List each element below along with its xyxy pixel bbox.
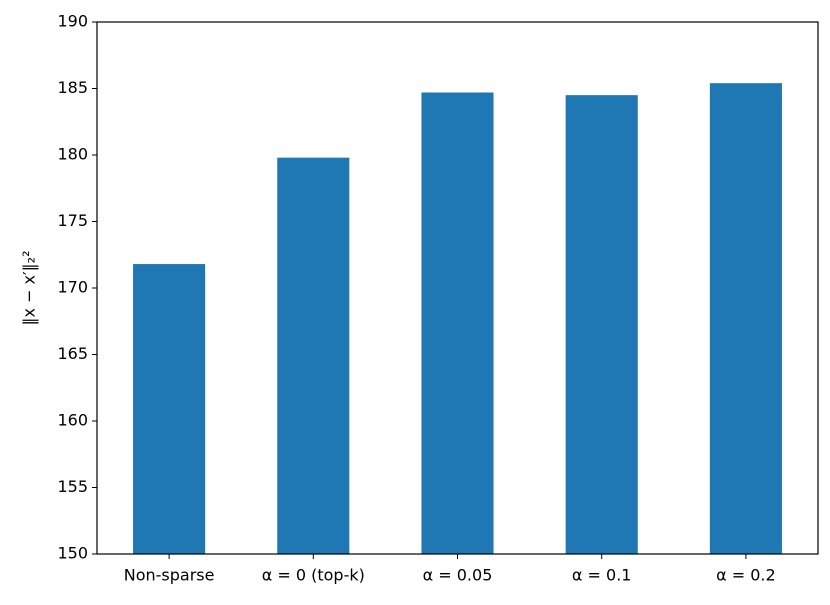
bar (133, 264, 206, 554)
y-tick-label: 155 (57, 477, 88, 496)
bar (421, 92, 494, 555)
y-tick-label: 160 (57, 411, 88, 430)
y-tick-label: 150 (57, 544, 88, 563)
y-tick-label: 180 (57, 145, 88, 164)
bar (277, 157, 350, 554)
x-tick-label: α = 0 (top-k) (262, 566, 365, 585)
y-axis-label: ‖x − x′‖₂² (20, 251, 39, 326)
bar (709, 83, 782, 555)
y-tick-label: 190 (57, 12, 88, 31)
x-tick-label: α = 0.05 (423, 566, 493, 585)
y-tick-label: 170 (57, 278, 88, 297)
y-tick-label: 175 (57, 211, 88, 230)
y-tick-label: 165 (57, 344, 88, 363)
plot-frame (96, 21, 819, 555)
x-tick-label: Non-sparse (124, 566, 215, 585)
y-tick-label: 185 (57, 78, 88, 97)
x-tick-label: α = 0.2 (716, 566, 776, 585)
x-tick-label: α = 0.1 (572, 566, 632, 585)
bar (565, 95, 638, 555)
